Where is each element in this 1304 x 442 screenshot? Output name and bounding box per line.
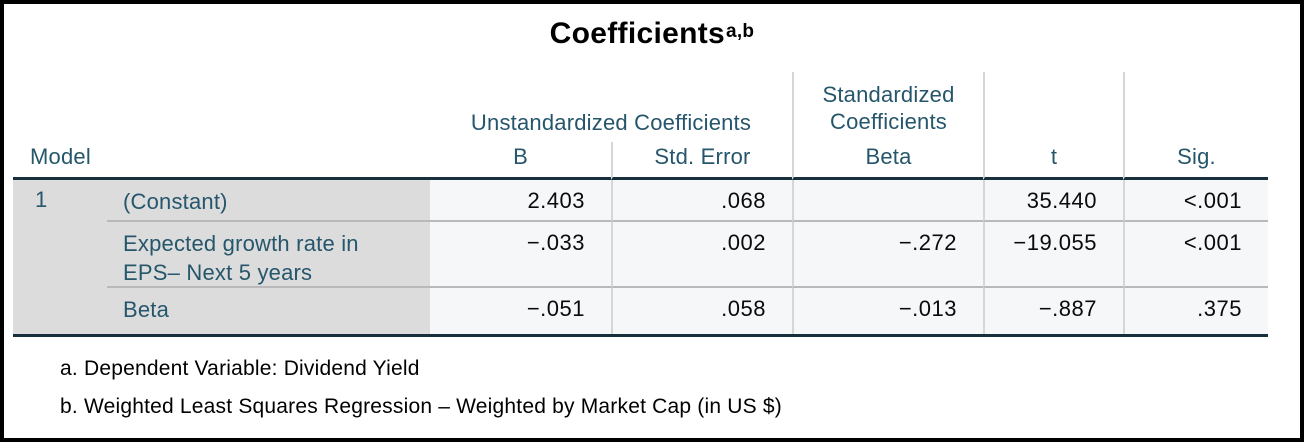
spanner-spacer-sig xyxy=(1123,72,1268,142)
cell-beta-beta: −.013 xyxy=(792,288,983,334)
footnotes: a. Dependent Variable: Dividend Yield b.… xyxy=(60,350,1300,426)
cell-constant-sig: <.001 xyxy=(1123,180,1268,222)
cell-eps-sig: <.001 xyxy=(1123,222,1268,288)
cell-constant-t: 35.440 xyxy=(983,180,1123,222)
row-label-beta: Beta xyxy=(107,288,430,334)
table-title-text: Coefficients xyxy=(549,17,725,50)
cell-eps-b: −.033 xyxy=(430,222,611,288)
row-label-eps-growth: Expected growth rate in EPS– Next 5 year… xyxy=(107,222,430,288)
cell-beta-t: −.887 xyxy=(983,288,1123,334)
cell-beta-std-error: .058 xyxy=(611,288,792,334)
column-header-model: Model xyxy=(13,142,430,180)
column-header-std-error: Std. Error xyxy=(611,142,792,180)
cell-beta-sig: .375 xyxy=(1123,288,1268,334)
coefficients-table: Unstandardized Coefficients Standardized… xyxy=(13,72,1268,337)
row-label-constant: (Constant) xyxy=(107,180,430,222)
cell-eps-std-error: .002 xyxy=(611,222,792,288)
column-header-t: t xyxy=(983,142,1123,180)
table-title-superscript: a,b xyxy=(725,21,755,42)
cell-constant-beta xyxy=(792,180,983,222)
spanner-unstandardized-coefficients: Unstandardized Coefficients xyxy=(470,110,752,135)
footnote-a: a. Dependent Variable: Dividend Yield xyxy=(60,357,420,380)
cell-constant-b: 2.403 xyxy=(430,180,611,222)
cell-eps-beta: −.272 xyxy=(792,222,983,288)
footnote-b: b. Weighted Least Squares Regression – W… xyxy=(60,395,782,418)
column-header-beta: Beta xyxy=(792,142,983,180)
cell-eps-t: −19.055 xyxy=(983,222,1123,288)
spanner-standardized-coefficients: Standardized Coefficients xyxy=(792,72,983,142)
spanner-spacer-t xyxy=(983,72,1123,142)
column-header-b: B xyxy=(430,142,611,180)
column-header-sig: Sig. xyxy=(1123,142,1268,180)
model-number-cell: 1 xyxy=(13,180,107,334)
cell-constant-std-error: .068 xyxy=(611,180,792,222)
table-title: Coefficients a,b xyxy=(4,10,1300,58)
spanner-spacer xyxy=(13,72,430,142)
cell-beta-b: −.051 xyxy=(430,288,611,334)
